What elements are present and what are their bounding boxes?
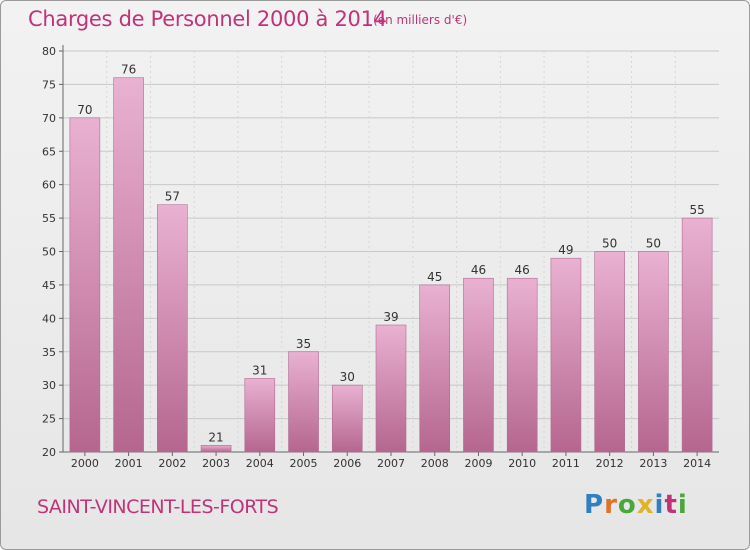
bar xyxy=(113,77,144,453)
y-tick-label: 70 xyxy=(42,112,56,125)
data-label: 31 xyxy=(252,363,267,377)
x-tick-label: 2013 xyxy=(639,457,667,470)
logo-letter: r xyxy=(604,490,618,520)
y-tick-label: 75 xyxy=(42,78,56,91)
data-label: 55 xyxy=(689,203,704,217)
y-tick-label: 20 xyxy=(42,446,56,459)
commune-name: SAINT-VINCENT-LES-FORTS xyxy=(37,496,279,518)
logo-letter: t xyxy=(664,490,678,520)
bar xyxy=(506,277,538,453)
bar xyxy=(681,217,713,453)
y-tick-label: 55 xyxy=(42,212,56,225)
bar xyxy=(594,251,625,453)
x-tick-label: 2002 xyxy=(158,457,186,470)
data-label: 45 xyxy=(427,270,442,284)
bar xyxy=(200,445,232,453)
y-tick-label: 25 xyxy=(42,413,56,426)
data-label: 46 xyxy=(471,263,486,277)
bar xyxy=(550,257,582,453)
x-tick-label: 2004 xyxy=(246,457,274,470)
axes: 20 25 30 35 40 45 50 55 60 65 70 75 80 2000 2001 2002 20… xyxy=(42,45,719,470)
bar xyxy=(638,251,669,453)
x-tick-label: 2003 xyxy=(202,457,230,470)
data-label: 30 xyxy=(340,370,355,384)
x-tick-label: 2007 xyxy=(377,457,405,470)
x-tick-label: 2012 xyxy=(596,457,624,470)
data-label: 50 xyxy=(646,237,661,251)
y-tick-label: 40 xyxy=(42,312,56,325)
y-tick-label: 80 xyxy=(42,45,56,58)
x-tick-label: 2014 xyxy=(683,457,711,470)
labels: 70 76 57 21 31 35 30 39 45 46 46 49 50 50 55 xyxy=(77,63,705,445)
x-tick-label: 2010 xyxy=(508,457,536,470)
data-label: 57 xyxy=(165,190,180,204)
logo-letter: P xyxy=(584,490,605,520)
data-label: 49 xyxy=(558,243,573,257)
bar xyxy=(375,324,407,453)
logo-letter: o xyxy=(617,490,637,520)
logo-letter: x xyxy=(636,490,655,520)
chart-subtitle: (en milliers d'€) xyxy=(373,13,468,27)
bar xyxy=(463,277,494,453)
x-tick-label: 2000 xyxy=(71,457,99,470)
bars xyxy=(69,77,713,453)
y-tick-label: 60 xyxy=(42,179,56,192)
data-label: 50 xyxy=(602,237,617,251)
data-label: 76 xyxy=(121,63,136,77)
y-tick-label: 30 xyxy=(42,379,56,392)
x-tick-label: 2001 xyxy=(115,457,143,470)
bar xyxy=(331,384,363,453)
y-tick-label: 50 xyxy=(42,246,56,259)
data-label: 46 xyxy=(515,263,530,277)
data-label: 39 xyxy=(383,310,398,324)
x-tick-label: 2009 xyxy=(464,457,492,470)
bar xyxy=(288,351,319,453)
data-label: 70 xyxy=(77,103,92,117)
bar xyxy=(244,378,276,453)
data-label: 35 xyxy=(296,337,311,351)
x-tick-label: 2008 xyxy=(421,457,449,470)
y-tick-label: 35 xyxy=(42,346,56,359)
x-tick-label: 2005 xyxy=(290,457,318,470)
y-tick-label: 45 xyxy=(42,279,56,292)
data-label: 21 xyxy=(208,430,223,444)
bar xyxy=(157,204,188,453)
logo-letter: i xyxy=(654,490,665,520)
x-tick-label: 2006 xyxy=(333,457,361,470)
bar xyxy=(419,284,451,453)
bar xyxy=(69,117,101,453)
chart-title: Charges de Personnel 2000 à 2014 xyxy=(28,7,387,31)
proxiti-logo[interactable]: Proxiti xyxy=(584,490,688,520)
logo-letter: i xyxy=(677,490,688,520)
x-tick-label: 2011 xyxy=(552,457,580,470)
y-tick-label: 65 xyxy=(42,145,56,158)
